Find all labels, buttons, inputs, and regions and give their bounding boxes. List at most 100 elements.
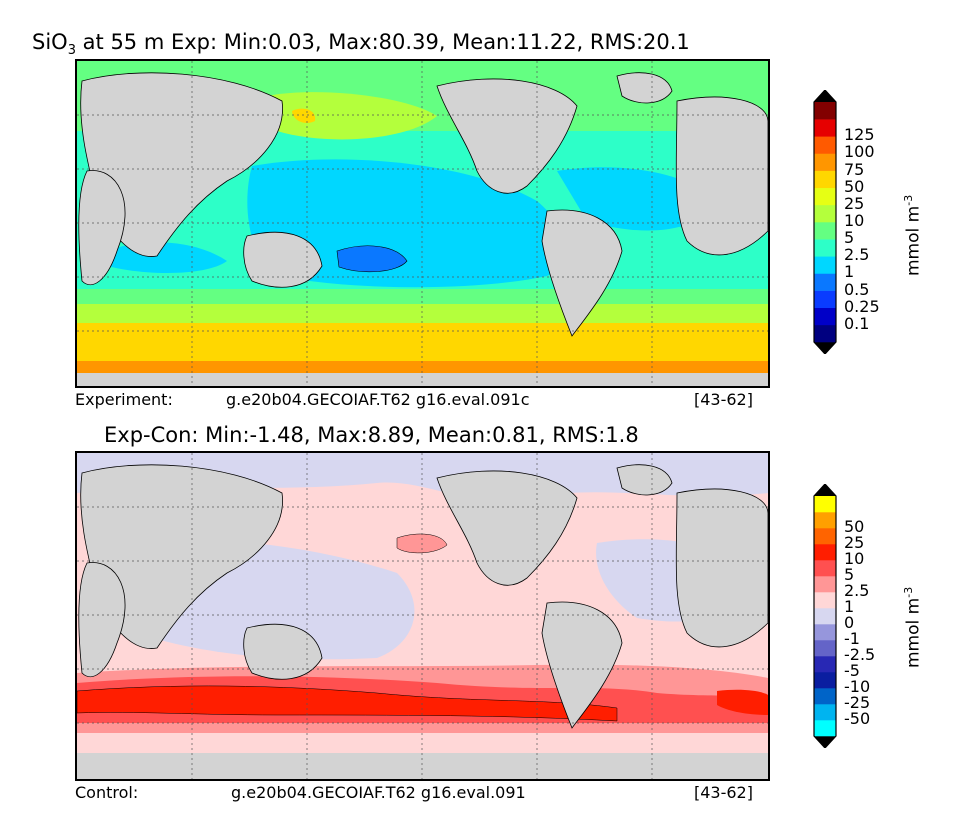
bottom-unit-sup: -3 — [902, 586, 915, 598]
top-colorbar-segment — [814, 256, 836, 274]
bottom-colorbar-segment — [814, 608, 836, 625]
bottom-north-america — [436, 470, 578, 586]
top-colorbar-segment — [814, 153, 836, 171]
top-south-america — [541, 209, 623, 337]
bottom-south-america — [541, 601, 623, 729]
top-colorbar-segment — [814, 239, 836, 257]
top-australia — [243, 231, 323, 288]
bottom-panel-title: Exp-Con: Min:-1.48, Max:8.89, Mean:0.81,… — [104, 423, 639, 447]
bottom-colorbar — [813, 484, 837, 748]
bottom-south-atlantic-max — [717, 689, 768, 715]
top-southern-band-orange — [77, 361, 768, 373]
top-colorbar-tick-label: 0.5 — [844, 279, 870, 299]
top-southern-band-lime — [77, 304, 768, 323]
bottom-africa — [78, 562, 126, 678]
top-africa — [78, 170, 126, 286]
bottom-colorbar-segment — [814, 688, 836, 705]
bottom-colorbar-tick-label: 25 — [844, 533, 865, 552]
top-footer-left: Experiment: — [75, 390, 173, 409]
bottom-colorbar-tick-label: -1 — [844, 629, 860, 648]
bottom-colorbar-border — [813, 484, 837, 748]
top-footer-right: [43-62] — [694, 390, 753, 409]
bottom-southern-max — [77, 685, 618, 722]
bottom-colorbar-tick-label: -25 — [844, 693, 871, 712]
bottom-colorbar-tick-label: 1 — [844, 597, 855, 616]
top-colorbar-segment — [814, 290, 836, 309]
bottom-north-negative — [77, 453, 768, 502]
bottom-colorbar-tick-label: 0 — [844, 613, 855, 632]
top-panel-title: SiO3 at 55 m Exp: Min:0.03, Max:80.39, M… — [32, 30, 690, 58]
bottom-colorbar-tick-label: 50 — [844, 517, 865, 536]
top-colorbar-tick-label: 10 — [844, 211, 865, 230]
bottom-colorbar-tick-label: -5 — [844, 661, 860, 680]
top-colorbar-tick-label: 0.1 — [844, 313, 870, 333]
top-unit-sup: -3 — [902, 194, 915, 206]
top-colorbar-tick-label: 1 — [844, 262, 855, 282]
bottom-colorbar-segment — [814, 544, 836, 561]
bottom-europe-africa-east — [675, 488, 768, 648]
bottom-antarctica — [77, 753, 768, 779]
bottom-colorbar-tick-label: 2.5 — [844, 581, 870, 600]
top-colorbar-tick-label: 25 — [844, 193, 865, 213]
bottom-unit-text: mmol m — [903, 597, 924, 668]
bottom-colorbar-segment — [814, 512, 836, 529]
top-greenland — [616, 72, 673, 104]
top-europe-africa-east — [675, 96, 768, 256]
bottom-colorbar-tick-label: 5 — [844, 565, 855, 584]
bottom-colorbar-segment — [814, 704, 836, 721]
top-okhotsk-high — [292, 108, 316, 123]
bottom-colorbar-tick-label: 10 — [844, 549, 865, 568]
top-colorbar-segment — [814, 102, 836, 120]
top-antarctica — [77, 371, 768, 386]
top-colorbar-tick-label: 75 — [844, 159, 865, 179]
top-colorbar-tick-label: 100 — [844, 142, 875, 162]
top-colorbar-tick-label: 2.5 — [844, 245, 870, 265]
bottom-map-svg — [77, 453, 768, 779]
bottom-graticule — [77, 453, 768, 779]
top-colorbar-under — [814, 342, 836, 354]
top-title-subscript: 3 — [67, 43, 76, 59]
top-colorbar-segment — [814, 324, 836, 343]
bottom-colorbar-tick-label: -2.5 — [844, 645, 876, 664]
bottom-footer-right: [43-62] — [694, 783, 753, 802]
top-colorbar-over — [814, 90, 836, 102]
top-colorbar-segment — [814, 273, 836, 291]
bottom-colorbar-over — [814, 484, 836, 496]
top-north-pacific-high — [267, 92, 437, 140]
top-colorbar-segment — [814, 170, 836, 189]
bottom-footer-center: g.e20b04.GECOIAF.T62 g16.eval.091 — [231, 783, 526, 802]
bottom-colorbar-segment — [814, 592, 836, 609]
top-colorbar-segment — [814, 136, 836, 154]
top-colorbar-segment — [814, 119, 836, 137]
top-colorbar-segment — [814, 187, 836, 206]
bottom-greenland — [616, 464, 673, 496]
bottom-colorbar-segment — [814, 672, 836, 689]
top-map-svg — [77, 61, 768, 386]
top-north-america — [436, 78, 578, 194]
bottom-colorbar-segment — [814, 560, 836, 577]
top-southern-band-green — [77, 289, 768, 304]
bottom-footer-left: Control: — [75, 783, 139, 802]
bottom-colorbar-segment — [814, 576, 836, 593]
top-colorbar-unit: mmol m-3 — [902, 195, 924, 276]
top-title-species: SiO — [32, 30, 68, 54]
top-colorbar-segment — [814, 222, 836, 240]
bottom-colorbar-unit: mmol m-3 — [902, 587, 924, 668]
bottom-colorbar-segment — [814, 656, 836, 673]
top-colorbar-segment — [814, 307, 836, 326]
top-colorbar-tick-label: 0.25 — [844, 296, 880, 316]
top-pacific-low — [247, 159, 566, 288]
bottom-colorbar-segment — [814, 624, 836, 641]
bottom-australia — [243, 623, 323, 680]
bottom-colorbar-segment — [814, 528, 836, 545]
top-map — [75, 59, 770, 388]
top-colorbar-segment — [814, 204, 836, 223]
top-colorbar — [813, 90, 837, 354]
top-unit-text: mmol m — [903, 205, 924, 276]
bottom-colorbar-segment — [814, 496, 836, 513]
bottom-colorbar-tick-label: -10 — [844, 677, 871, 696]
top-colorbar-tick-label: 125 — [844, 125, 875, 145]
top-footer-center: g.e20b04.GECOIAF.T62 g16.eval.091c — [226, 390, 530, 409]
top-southern-band-yellow — [77, 323, 768, 361]
bottom-colorbar-segment — [814, 640, 836, 657]
